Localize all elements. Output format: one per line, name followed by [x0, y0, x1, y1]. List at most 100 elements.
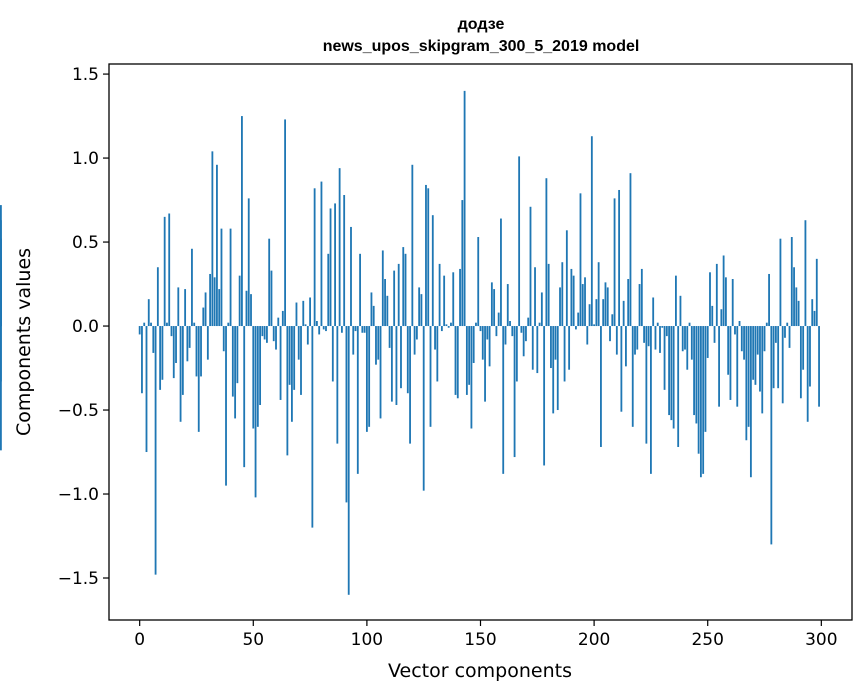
bar-273 [759, 326, 761, 392]
bar-154 [488, 326, 491, 367]
bar-76 [311, 326, 314, 528]
bar-132 [438, 263, 441, 327]
x-tick-label: 300 [805, 630, 837, 650]
bar-263 [736, 326, 739, 407]
bar-143 [463, 90, 466, 327]
x-axis-ticks: 0 50 100 150 200 250 300 [134, 620, 838, 650]
bar-299 [818, 326, 820, 407]
bar-70 [297, 326, 300, 360]
bar-276 [765, 322, 768, 327]
bar-142 [461, 200, 464, 327]
x-axis-label: Vector components [388, 660, 572, 682]
bar-210 [615, 326, 618, 355]
y-tick-label: −0.5 [58, 401, 99, 421]
bar-133 [440, 326, 443, 332]
bar-121 [413, 326, 416, 355]
bar-207 [609, 326, 611, 342]
bar-2 [143, 322, 146, 327]
bar-97 [359, 253, 361, 327]
bar-254 [715, 263, 718, 327]
bar-222 [643, 326, 646, 343]
bar-37 [222, 326, 225, 352]
bar-63 [281, 310, 284, 327]
bar-225 [650, 326, 652, 474]
bar-288 [793, 267, 795, 327]
bar-49 [250, 294, 252, 327]
bar-206 [606, 287, 609, 327]
bar-272 [756, 326, 759, 355]
bar-55 [263, 326, 266, 340]
bar-212 [620, 326, 623, 412]
bar-26 [197, 326, 200, 432]
bar-75 [309, 297, 311, 327]
bar-286 [788, 326, 791, 348]
bar-246 [697, 326, 700, 454]
bar-167 [518, 156, 521, 327]
bar-77 [313, 188, 316, 327]
bar-187 [563, 326, 566, 382]
bar-255 [718, 326, 720, 407]
bar-53 [259, 326, 262, 405]
bar-150 [479, 326, 482, 332]
bar-101 [368, 326, 371, 427]
bar-233 [668, 326, 670, 416]
bar-124 [420, 294, 423, 327]
bar-200 [593, 324, 596, 327]
bar-92 [347, 326, 350, 595]
bar-14 [170, 326, 173, 337]
bar-257 [722, 255, 725, 327]
bar-202 [597, 262, 600, 327]
bar-190 [570, 268, 573, 327]
bar-158 [497, 312, 500, 327]
bar-103 [372, 305, 375, 327]
bar-213 [622, 300, 625, 327]
bar-140 [456, 326, 459, 399]
bar-5 [150, 322, 152, 327]
bar-170 [525, 326, 527, 342]
bar-102 [370, 292, 373, 327]
bar-90 [343, 195, 346, 327]
bar-134 [443, 275, 446, 327]
bar-177 [540, 292, 543, 327]
bar-249 [704, 326, 707, 432]
bar-29 [204, 292, 207, 327]
bar-56 [266, 326, 268, 343]
bar-58 [270, 270, 273, 327]
bar-61 [277, 317, 280, 327]
bar-65 [286, 326, 289, 456]
bar-197 [586, 326, 589, 345]
bar-291 [799, 326, 802, 399]
bar-181 [550, 326, 552, 369]
bar-95 [354, 326, 357, 332]
bar-141 [459, 268, 461, 327]
bar-30 [206, 326, 209, 360]
bar-34 [216, 164, 218, 327]
y-tick-label: 1.0 [72, 149, 99, 169]
bar-106 [379, 326, 382, 419]
bar-74 [306, 326, 309, 345]
bar-220 [638, 284, 641, 327]
bar-160 [502, 326, 505, 474]
chart-title: додзе [458, 16, 505, 33]
x-tick-label: 50 [242, 630, 264, 650]
bar-271 [754, 326, 757, 385]
bar-270 [752, 326, 755, 380]
bar-157 [495, 326, 498, 337]
bar-268 [747, 326, 750, 427]
x-tick-label: 150 [464, 630, 496, 650]
bar-251 [709, 272, 711, 327]
plot-frame [108, 63, 853, 621]
bar-252 [711, 305, 714, 327]
bar-22 [188, 326, 191, 348]
bar-236 [675, 275, 677, 327]
y-tick-label: −1.0 [58, 485, 99, 505]
bar-183 [554, 326, 557, 360]
bar-66 [288, 326, 291, 385]
bar-290 [797, 300, 800, 327]
bar-87 [336, 326, 339, 444]
bar-100 [365, 326, 368, 432]
bar-39 [227, 322, 230, 327]
bar-217 [631, 326, 634, 427]
bar-62 [279, 326, 282, 400]
bar-262 [734, 326, 736, 335]
